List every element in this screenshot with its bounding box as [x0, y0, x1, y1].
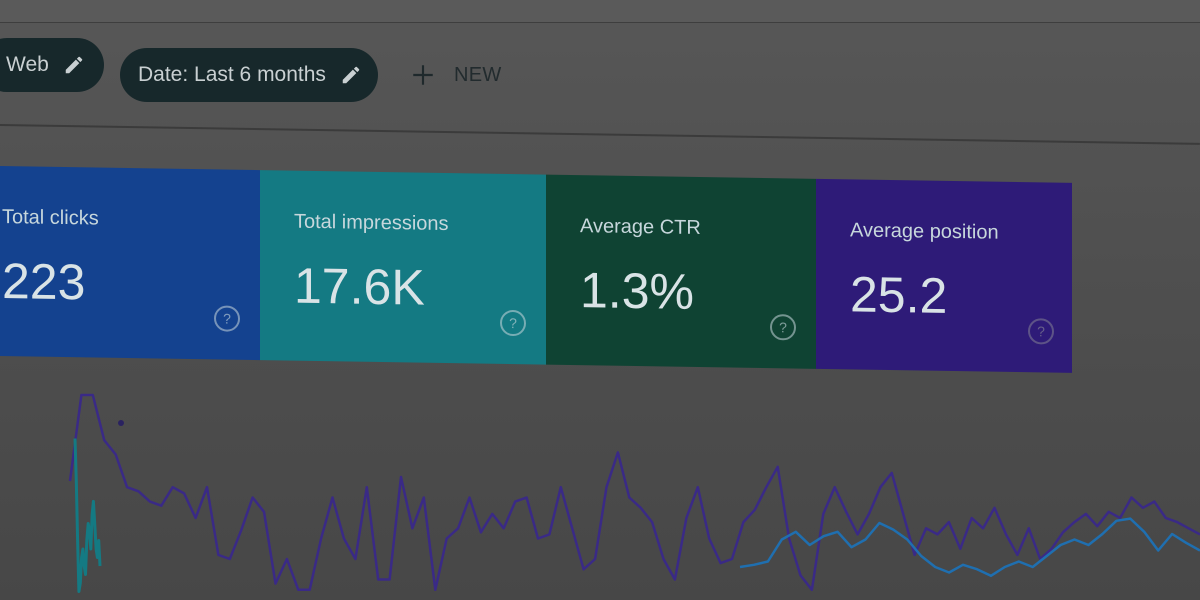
- metric-value: 25.2: [850, 266, 948, 324]
- help-icon[interactable]: ?: [500, 309, 526, 337]
- performance-chart: [68, 393, 1200, 593]
- metric-title: Total impressions: [294, 210, 449, 236]
- metric-card-total-impressions[interactable]: Total impressions 17.6K ?: [260, 170, 546, 365]
- filter-chip-label: Web: [6, 53, 49, 76]
- metric-title: Average position: [850, 219, 999, 244]
- pencil-icon[interactable]: [63, 54, 85, 76]
- metric-card-average-position[interactable]: Average position 25.2 ?: [816, 178, 1072, 373]
- metric-card-average-ctr[interactable]: Average CTR 1.3% ?: [546, 174, 816, 369]
- metric-title: Total clicks: [2, 206, 99, 230]
- series-line-2: [739, 517, 1200, 578]
- filter-bar: Web Date: Last 6 months NEW: [0, 22, 1200, 134]
- metric-value: 223: [2, 253, 86, 311]
- filter-chip-label: Date: Last 6 months: [138, 63, 326, 86]
- metric-value: 1.3%: [580, 262, 694, 320]
- metric-cards: Total clicks 223 ? Total impressions 17.…: [0, 166, 1080, 383]
- new-filter-label: NEW: [454, 63, 502, 86]
- metric-card-total-clicks[interactable]: Total clicks 223 ?: [0, 166, 260, 361]
- new-filter-button[interactable]: NEW: [410, 62, 502, 88]
- data-point-marker: [118, 420, 124, 426]
- metric-title: Average CTR: [580, 215, 701, 240]
- metric-value: 17.6K: [294, 257, 425, 316]
- top-strip: [0, 0, 1200, 23]
- series-line-3: [73, 438, 102, 593]
- filter-chip-date[interactable]: Date: Last 6 months: [120, 48, 378, 102]
- series-line-1: [68, 393, 1200, 592]
- help-icon[interactable]: ?: [214, 305, 240, 332]
- help-icon[interactable]: ?: [770, 314, 796, 341]
- filter-chip-search-type[interactable]: Web: [0, 38, 104, 92]
- pencil-icon[interactable]: [340, 64, 362, 86]
- plus-icon: [410, 62, 436, 88]
- help-icon[interactable]: ?: [1028, 318, 1054, 345]
